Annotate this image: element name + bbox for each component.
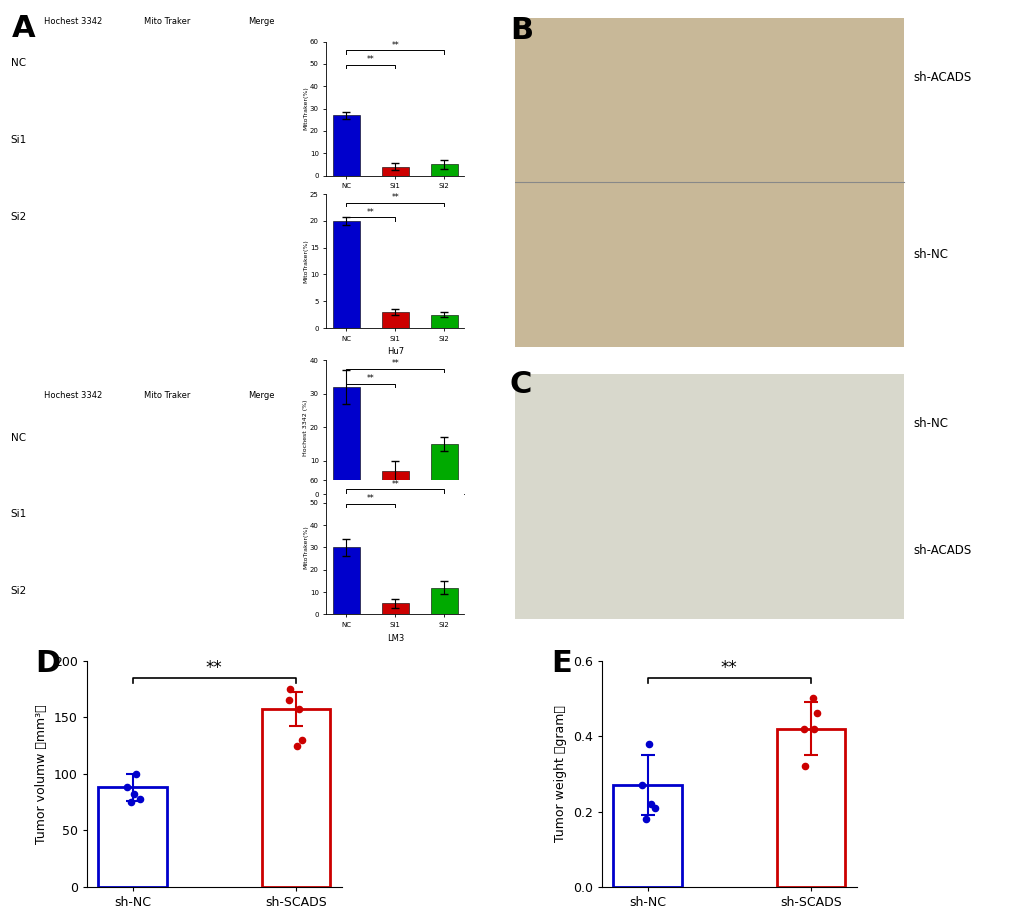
- X-axis label: Hu7: Hu7: [386, 347, 404, 357]
- Y-axis label: Tumor volumw （mm³）: Tumor volumw （mm³）: [36, 704, 48, 844]
- Text: sh-NC: sh-NC: [913, 417, 948, 430]
- Point: [641, 736, 657, 751]
- Point: [282, 682, 299, 697]
- Bar: [515, 374, 903, 619]
- Y-axis label: Tumor weight （gram）: Tumor weight （gram）: [553, 705, 567, 843]
- X-axis label: Hu7: Hu7: [386, 195, 404, 204]
- Text: Hochest 3342: Hochest 3342: [44, 17, 103, 26]
- Point: [131, 791, 148, 806]
- Bar: [515, 18, 903, 346]
- Point: [126, 787, 143, 802]
- Text: NC: NC: [11, 432, 25, 443]
- Text: C: C: [510, 370, 532, 398]
- Bar: [612, 785, 682, 887]
- Point: [122, 795, 139, 809]
- Point: [289, 738, 306, 753]
- Point: [643, 796, 659, 811]
- Text: NC: NC: [11, 58, 25, 68]
- Text: **: **: [367, 374, 374, 383]
- Point: [293, 733, 310, 748]
- Bar: [430, 164, 458, 176]
- Point: [646, 800, 662, 815]
- Text: Merge: Merge: [248, 391, 274, 400]
- Y-axis label: Hochest 3342 (%): Hochest 3342 (%): [303, 399, 308, 456]
- Point: [290, 702, 307, 717]
- Text: **: **: [391, 193, 398, 202]
- Bar: [381, 471, 409, 494]
- Bar: [332, 547, 360, 614]
- Y-axis label: MitoTraker(%): MitoTraker(%): [303, 239, 308, 283]
- Point: [280, 693, 297, 708]
- Text: **: **: [367, 494, 374, 504]
- Point: [637, 812, 653, 827]
- Point: [805, 721, 821, 736]
- Bar: [775, 728, 845, 887]
- Point: [633, 778, 649, 793]
- Text: sh-NC: sh-NC: [913, 249, 948, 261]
- Point: [118, 780, 135, 795]
- Text: **: **: [391, 480, 398, 489]
- Text: Hochest 3342: Hochest 3342: [44, 391, 103, 400]
- Text: sh-ACADS: sh-ACADS: [913, 71, 971, 84]
- Y-axis label: MitoTraker(%): MitoTraker(%): [303, 87, 308, 130]
- Bar: [381, 312, 409, 328]
- Bar: [261, 710, 330, 887]
- Text: Si1: Si1: [10, 509, 26, 519]
- Bar: [430, 314, 458, 328]
- Text: **: **: [367, 208, 374, 217]
- Text: D: D: [36, 650, 61, 678]
- Bar: [98, 787, 167, 887]
- Text: B: B: [510, 16, 533, 44]
- Bar: [332, 387, 360, 494]
- Text: Mito Traker: Mito Traker: [144, 391, 191, 400]
- Text: **: **: [206, 659, 222, 676]
- Text: **: **: [367, 55, 374, 65]
- Point: [808, 706, 824, 721]
- Text: E: E: [550, 650, 571, 678]
- Text: sh-ACADS: sh-ACADS: [913, 544, 971, 557]
- Text: Si2: Si2: [10, 212, 26, 222]
- Bar: [332, 116, 360, 176]
- Text: **: **: [391, 359, 398, 369]
- Text: **: **: [391, 41, 398, 50]
- Text: Si1: Si1: [10, 135, 26, 145]
- Text: A: A: [12, 14, 36, 43]
- Bar: [381, 603, 409, 614]
- Bar: [381, 166, 409, 176]
- Text: Si2: Si2: [10, 586, 26, 596]
- Point: [797, 759, 813, 773]
- X-axis label: LM3: LM3: [386, 514, 404, 523]
- Text: **: **: [720, 659, 737, 676]
- Text: Mito Traker: Mito Traker: [144, 17, 191, 26]
- Bar: [430, 588, 458, 614]
- Y-axis label: MitoTraker(%): MitoTraker(%): [303, 526, 308, 569]
- X-axis label: LM3: LM3: [386, 634, 404, 643]
- Point: [804, 691, 820, 706]
- Point: [128, 767, 145, 782]
- Text: Merge: Merge: [248, 17, 274, 26]
- Bar: [430, 444, 458, 494]
- Point: [795, 721, 811, 736]
- Bar: [332, 221, 360, 328]
